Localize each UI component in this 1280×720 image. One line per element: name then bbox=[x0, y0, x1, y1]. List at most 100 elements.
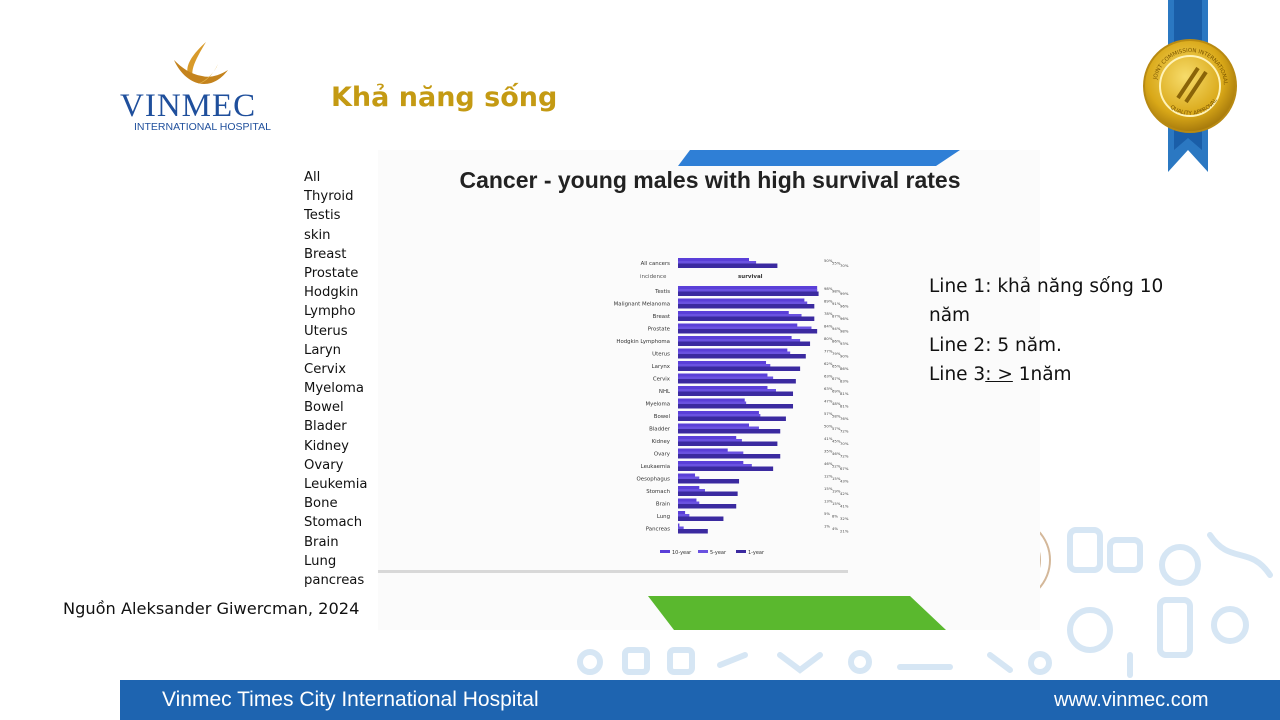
category-list-item: Breast bbox=[304, 246, 347, 262]
bar-value-label: 15% bbox=[832, 476, 841, 481]
medical-background-decoration bbox=[577, 517, 1273, 678]
bar-value-label: 4% bbox=[832, 526, 838, 531]
bar-value-label: 65% bbox=[832, 364, 841, 369]
legend-swatch bbox=[736, 550, 746, 553]
bottom-green-strip bbox=[648, 596, 946, 630]
chart-category-label: Brain bbox=[656, 502, 670, 508]
bar-1-year bbox=[678, 329, 818, 334]
bar-value-label: 1% bbox=[824, 524, 830, 529]
logo-subtitle: INTERNATIONAL HOSPITAL bbox=[134, 121, 271, 133]
bar-value-label: 42% bbox=[840, 491, 849, 496]
chart-category-label: Breast bbox=[653, 314, 670, 320]
bar-value-label: 98% bbox=[840, 329, 849, 334]
category-list-item: All bbox=[304, 170, 321, 185]
bar-5-year bbox=[678, 439, 742, 443]
chart-category-label: Oesophagus bbox=[637, 477, 671, 483]
bar-value-label: 87% bbox=[832, 314, 841, 319]
bar-5-year bbox=[678, 351, 791, 356]
bar-1-year bbox=[678, 341, 811, 346]
chart-category-label: Larynx bbox=[652, 364, 671, 370]
note-line-3-underlined: : > bbox=[985, 364, 1013, 386]
category-list-item: Lung bbox=[304, 553, 337, 569]
bar-1-year bbox=[678, 516, 724, 521]
bar-value-label: 46% bbox=[824, 461, 833, 466]
category-list-item: Hodgkin bbox=[304, 285, 359, 301]
chart-category-label: Testis bbox=[654, 289, 670, 295]
bar-value-label: 67% bbox=[840, 466, 849, 471]
bar-10-year bbox=[678, 286, 818, 291]
bar-value-label: 57% bbox=[832, 426, 841, 431]
bar-10-year bbox=[678, 498, 697, 503]
bar-value-label: 41% bbox=[824, 436, 833, 441]
category-list-item: pancreas bbox=[304, 572, 365, 588]
chart-category-label: Prostate bbox=[648, 327, 671, 333]
bar-10-year bbox=[678, 448, 728, 453]
chart-category-label: Cervix bbox=[653, 377, 671, 383]
bar-10-year bbox=[678, 398, 745, 403]
bar-10-year bbox=[678, 423, 749, 428]
footer-website-link[interactable]: www.vinmec.com bbox=[1054, 689, 1209, 711]
bar-1-year bbox=[678, 379, 796, 384]
bar-value-label: 93% bbox=[840, 341, 849, 346]
category-list-item: Brain bbox=[304, 534, 339, 550]
category-list-item: Thyroid bbox=[304, 189, 354, 205]
legend-label: 10-year bbox=[672, 550, 692, 556]
bar-value-label: 32% bbox=[840, 516, 849, 521]
bar-value-label: 43% bbox=[840, 479, 849, 484]
bar-value-label: 96% bbox=[840, 304, 849, 309]
note-line-2: Line 2: 5 năm. bbox=[929, 334, 1062, 356]
bar-value-label: 19% bbox=[832, 489, 841, 494]
category-list: All Thyroid Testis skin Breast Prostate Hodgki… bbox=[304, 168, 367, 590]
chart-category-label: Lung bbox=[657, 514, 670, 520]
bar-10-year bbox=[678, 486, 700, 491]
bar-10-year bbox=[678, 436, 737, 441]
bar-1-year bbox=[678, 291, 819, 296]
category-list-item: Myeloma bbox=[304, 381, 364, 397]
bar-value-label: 8% bbox=[832, 514, 838, 519]
bar-value-label: 48% bbox=[832, 401, 841, 406]
bar-10-year bbox=[678, 386, 768, 391]
bar-value-label: 90% bbox=[840, 354, 849, 359]
bar-10-year bbox=[678, 511, 686, 516]
bar-value-label: 99% bbox=[840, 291, 849, 296]
category-list-item: Testis bbox=[304, 208, 341, 224]
footer-bar bbox=[120, 680, 1280, 720]
source-citation: Nguồn Aleksander Giwercman, 2024 bbox=[63, 599, 360, 618]
legend-label: 1-year bbox=[748, 550, 765, 556]
category-list-item: Lympho bbox=[304, 304, 356, 320]
bar-5-year bbox=[678, 401, 747, 406]
bar-value-label: 12% bbox=[824, 474, 833, 479]
bar-value-label: 76% bbox=[840, 416, 849, 421]
category-list-item: Blader bbox=[304, 419, 347, 435]
notes-panel: Line 1: khả năng sống 10 năm Line 2: 5 n… bbox=[929, 272, 1199, 390]
bar-10-year bbox=[678, 373, 768, 378]
legend-swatch bbox=[698, 550, 708, 553]
jci-seal-icon: JOINT COMMISSION INTERNATIONAL QUALITY A… bbox=[1143, 39, 1237, 133]
bar-value-label: 78% bbox=[824, 311, 833, 316]
logo-wordmark: VINMEC bbox=[120, 88, 257, 124]
bar-value-label: 13% bbox=[824, 499, 833, 504]
chart-header-label: survival bbox=[738, 274, 763, 280]
category-list-item: skin bbox=[304, 227, 331, 243]
chart-category-label: Stomach bbox=[646, 489, 670, 495]
bar-value-label: 83% bbox=[840, 379, 849, 384]
bar-10-year bbox=[678, 461, 744, 466]
chart-category-label: Bladder bbox=[649, 427, 671, 433]
bar-value-label: 79% bbox=[832, 351, 841, 356]
bar-value-label: 55% bbox=[832, 261, 841, 266]
bar-value-label: 47% bbox=[824, 399, 833, 404]
category-list-item: Bone bbox=[304, 496, 338, 512]
category-list-item: Leukemia bbox=[304, 477, 368, 492]
bar-value-label: 72% bbox=[840, 454, 849, 459]
bar-value-label: 96% bbox=[840, 316, 849, 321]
bar-5-year bbox=[678, 489, 705, 493]
bar-10-year bbox=[678, 348, 788, 353]
bar-5-year bbox=[678, 339, 801, 343]
bar-1-year bbox=[678, 416, 786, 421]
bar-1-year bbox=[678, 366, 801, 371]
bar-value-label: 35% bbox=[824, 449, 833, 454]
bar-value-label: 15% bbox=[832, 501, 841, 506]
bar-value-label: 81% bbox=[840, 391, 849, 396]
bar-1-year bbox=[678, 304, 815, 309]
bar-value-label: 5% bbox=[824, 511, 830, 516]
